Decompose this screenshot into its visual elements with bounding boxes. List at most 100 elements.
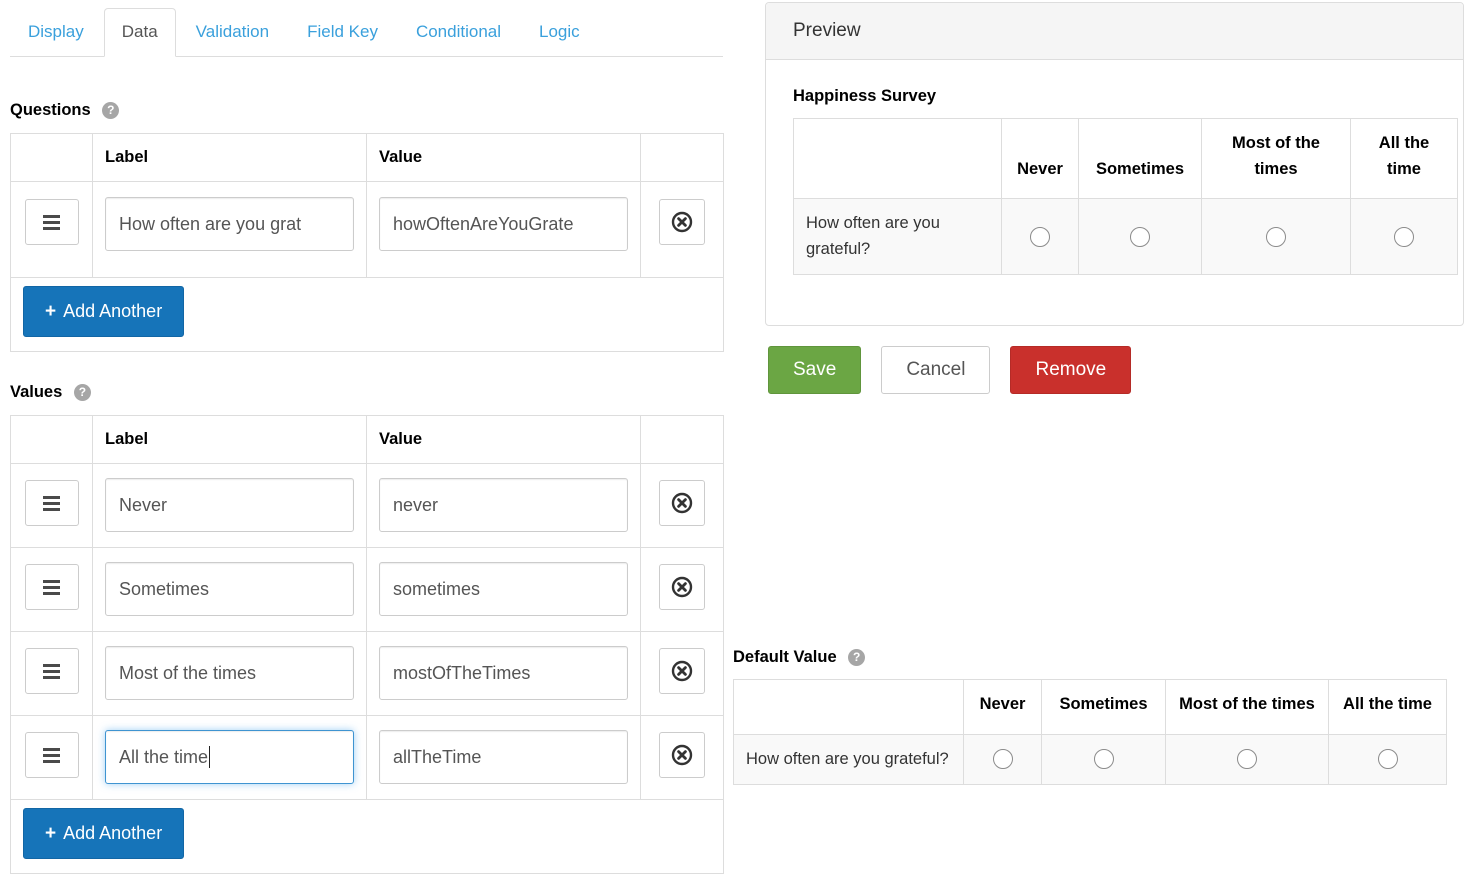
value-value-input[interactable]: mostOfTheTimes (379, 646, 628, 701)
help-icon[interactable]: ? (73, 384, 91, 402)
questions-label: Questions (10, 101, 91, 120)
values-section-title: Values ? (10, 383, 723, 402)
value-label-input-focused[interactable]: All the time (105, 730, 354, 785)
value-label-input[interactable]: Never (105, 478, 354, 533)
preview-panel: Preview Happiness Survey Never Sometimes… (765, 2, 1464, 326)
help-icon[interactable]: ? (102, 102, 120, 120)
value-value-input[interactable]: allTheTime (379, 730, 628, 785)
remove-row-button[interactable] (659, 732, 705, 779)
option-header-all-the-time: All the time (1328, 679, 1447, 735)
option-header-never: Never (1001, 117, 1079, 200)
question-value-input[interactable]: howOftenAreYouGrate (379, 197, 628, 252)
value-value-input[interactable]: never (379, 478, 628, 533)
drag-handle[interactable] (24, 648, 79, 695)
tab-data[interactable]: Data (103, 8, 176, 57)
value-column-header: Value (366, 415, 641, 465)
drag-handle-icon (43, 663, 60, 667)
save-button[interactable]: Save (768, 346, 862, 394)
drag-handle-icon (43, 214, 60, 218)
drag-handle-icon (43, 495, 60, 499)
drag-handle-icon (43, 579, 60, 583)
plus-icon: + (45, 301, 57, 323)
drag-handle[interactable] (24, 199, 79, 246)
values-table-footer: + Add Another (10, 799, 724, 874)
default-value-header-row: Never Sometimes Most of the times All th… (733, 679, 1447, 735)
tab-logic[interactable]: Logic (539, 22, 580, 41)
value-label-input[interactable]: Sometimes (105, 562, 354, 617)
preview-panel-header: Preview (766, 3, 1463, 60)
drag-column-header (10, 415, 93, 465)
label-column-header: Label (92, 415, 367, 465)
radio-sometimes[interactable] (1093, 749, 1114, 770)
remove-circle-icon (671, 211, 693, 233)
default-value-section: Default Value ? Never Sometimes Most of … (733, 648, 1447, 786)
values-label: Values (10, 383, 63, 402)
remove-button[interactable]: Remove (1010, 346, 1132, 394)
remove-row-button[interactable] (659, 480, 705, 527)
question-label-text: How often are you grat (119, 213, 302, 234)
radio-all-the-time[interactable] (1377, 749, 1398, 770)
value-row-never: Never never (10, 463, 724, 549)
value-row-most-of-the-times: Most of the times mostOfTheTimes (10, 631, 724, 717)
value-label-input[interactable]: Most of the times (105, 646, 354, 701)
preview-panel-body: Happiness Survey Never Sometimes Most of… (766, 60, 1463, 302)
remove-circle-icon (671, 745, 693, 766)
radio-most-of-the-times[interactable] (1237, 749, 1257, 770)
value-row-all-the-time: All the time allTheTime (10, 715, 724, 801)
radio-never[interactable] (1030, 226, 1050, 247)
option-header-most-of-the-times: Most of the times (1165, 679, 1329, 735)
value-column-header: Value (366, 133, 641, 183)
help-icon[interactable]: ? (848, 649, 866, 667)
question-row: How often are you grat howOftenAreYouGra… (10, 181, 724, 279)
cancel-button[interactable]: Cancel (881, 346, 991, 394)
drag-handle[interactable] (24, 564, 79, 611)
preview-survey-table: Never Sometimes Most of the times All th… (793, 117, 1458, 276)
questions-table-header: Label Value (10, 133, 724, 183)
question-text: How often are you grateful? (733, 733, 964, 786)
add-value-button[interactable]: + Add Another (23, 808, 185, 860)
survey-title: Happiness Survey (793, 87, 937, 105)
tab-display[interactable]: Display (28, 22, 84, 41)
default-value-table: Never Sometimes Most of the times All th… (733, 679, 1447, 786)
drag-handle[interactable] (24, 732, 79, 779)
component-settings-panel: Display Data Validation Field Key Condit… (10, 8, 724, 874)
preview-survey-header-row: Never Sometimes Most of the times All th… (793, 117, 1458, 200)
values-table-header: Label Value (10, 415, 724, 465)
radio-never[interactable] (992, 749, 1013, 770)
drag-handle[interactable] (24, 480, 79, 527)
question-text: How often are you grateful? (793, 198, 1002, 276)
values-table: Label Value Never never Sometimes someti… (10, 415, 724, 874)
tab-field-key[interactable]: Field Key (307, 22, 378, 41)
value-value-input[interactable]: sometimes (379, 562, 628, 617)
option-header-never: Never (963, 679, 1042, 735)
tab-validation[interactable]: Validation (195, 22, 270, 41)
label-column-header: Label (92, 133, 367, 183)
radio-most-of-the-times[interactable] (1266, 226, 1286, 247)
remove-circle-icon (671, 661, 693, 682)
default-value-title: Default Value ? (733, 648, 1446, 667)
value-row-sometimes: Sometimes sometimes (10, 547, 724, 633)
question-label-input[interactable]: How often are you grat (105, 197, 354, 252)
question-value-text: howOftenAreYouGrate (393, 213, 574, 234)
add-question-button[interactable]: + Add Another (23, 286, 185, 338)
questions-table-footer: + Add Another (10, 277, 724, 353)
questions-section-title: Questions ? (10, 101, 723, 120)
option-header-most-of-the-times: Most of the times (1201, 117, 1351, 200)
plus-icon: + (45, 823, 57, 845)
settings-action-buttons: Save Cancel Remove (768, 346, 1132, 394)
remove-row-button[interactable] (659, 199, 705, 246)
tab-conditional[interactable]: Conditional (415, 22, 502, 41)
radio-sometimes[interactable] (1130, 226, 1150, 247)
default-value-question-row: How often are you grateful? (733, 733, 1447, 786)
remove-row-button[interactable] (659, 648, 705, 695)
remove-circle-icon (671, 577, 693, 598)
radio-all-the-time[interactable] (1394, 226, 1414, 247)
settings-tabs: Display Data Validation Field Key Condit… (10, 8, 723, 57)
text-cursor (209, 746, 211, 769)
option-header-all-the-time: All the time (1350, 117, 1458, 200)
drag-column-header (10, 133, 93, 183)
remove-column-header (640, 133, 724, 183)
remove-row-button[interactable] (659, 564, 705, 611)
preview-survey-question-row: How often are you grateful? (793, 198, 1458, 276)
remove-circle-icon (671, 493, 693, 514)
